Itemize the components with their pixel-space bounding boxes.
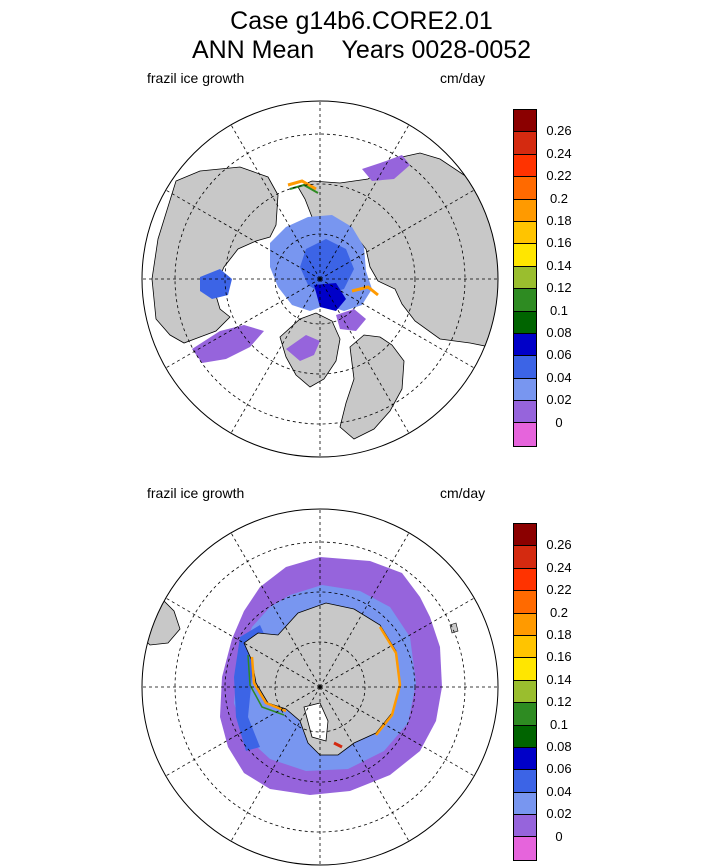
north-colorbar-swatches bbox=[513, 109, 537, 447]
north-variable-label: frazil ice growth bbox=[147, 70, 245, 86]
north-colorbar-tick-label: 0.22 bbox=[546, 168, 572, 184]
north-map-frame bbox=[141, 100, 499, 458]
north-colorbar-tick-label: 0.16 bbox=[546, 235, 572, 251]
south-colorbar-tick-label: 0.1 bbox=[549, 716, 569, 732]
south-colorbar-tick-label: 0.22 bbox=[546, 582, 572, 598]
north-colorbar-tick-label: 0.04 bbox=[546, 369, 572, 385]
north-colorbar-swatch bbox=[514, 110, 536, 133]
south-colorbar-tick-label: 0.12 bbox=[546, 694, 572, 710]
south-colorbar-tick-label: 0.04 bbox=[546, 783, 572, 799]
north-colorbar-swatch bbox=[514, 221, 536, 245]
north-polar-map bbox=[141, 100, 499, 458]
south-colorbar-swatches bbox=[513, 523, 537, 861]
south-colorbar-swatch bbox=[514, 747, 536, 771]
south-colorbar-swatch bbox=[514, 591, 536, 614]
north-ice-margin-baffin bbox=[286, 335, 320, 361]
south-variable-label: frazil ice growth bbox=[147, 485, 245, 501]
south-colorbar-swatch bbox=[514, 703, 536, 726]
north-colorbar-tick-label: 0.1 bbox=[549, 302, 569, 318]
south-ice-edge-orange bbox=[250, 626, 402, 736]
north-colorbar-swatch bbox=[514, 333, 536, 357]
north-colorbar-tick-label: 0.2 bbox=[549, 190, 569, 206]
south-colorbar-swatch bbox=[514, 524, 536, 547]
south-ross-ice-shelf bbox=[303, 702, 329, 742]
north-colorbar-tick-label: 0.18 bbox=[546, 213, 572, 228]
south-colorbar-tick-label: 0.06 bbox=[546, 761, 572, 777]
north-colorbar-tick-label: 0.06 bbox=[546, 347, 572, 363]
south-colorbar-tick-label: 0.2 bbox=[549, 604, 569, 620]
south-units-label: cm/day bbox=[440, 485, 486, 501]
south-colorbar-swatch bbox=[514, 837, 536, 860]
north-ice-edge-high bbox=[287, 179, 379, 297]
south-ice-edge-red bbox=[333, 741, 343, 749]
south-colorbar-swatch bbox=[514, 680, 536, 704]
south-colorbar-tick-label: 0.24 bbox=[546, 559, 572, 575]
north-colorbar-tick-label: 0.12 bbox=[546, 280, 572, 296]
north-colorbar-swatch bbox=[514, 177, 536, 200]
figure-title-case: Case g14b6.CORE2.01 bbox=[230, 7, 493, 35]
south-colorbar-tick-label: 0.02 bbox=[546, 806, 572, 822]
north-colorbar-swatch bbox=[514, 289, 536, 312]
north-colorbar-swatch bbox=[514, 244, 536, 267]
north-ice-margin-barents bbox=[336, 309, 366, 331]
south-colorbar-swatch bbox=[514, 792, 536, 816]
north-colorbar-tick-label: 0.02 bbox=[546, 392, 572, 408]
south-graticule bbox=[142, 509, 498, 865]
north-colorbar-swatch bbox=[514, 266, 536, 290]
south-colorbar-swatch bbox=[514, 546, 536, 569]
north-colorbar-tick-label: 0.08 bbox=[546, 325, 572, 340]
north-colorbar-swatch bbox=[514, 311, 536, 334]
south-colorbar-swatch bbox=[514, 568, 536, 592]
north-colorbar-tick-label: 0.26 bbox=[546, 123, 572, 139]
north-colorbar-swatch bbox=[514, 132, 536, 155]
south-colorbar-tick-label: 0.16 bbox=[546, 649, 572, 665]
north-colorbar-tick-label: 0.14 bbox=[546, 257, 572, 273]
north-ice-margin-siberia bbox=[362, 155, 410, 181]
south-colorbar-tick-label: 0.14 bbox=[546, 671, 572, 687]
north-ice-margin-labrador bbox=[192, 325, 264, 363]
north-colorbar-swatch bbox=[514, 154, 536, 178]
south-land-island bbox=[449, 622, 459, 634]
south-colorbar-swatch bbox=[514, 815, 536, 838]
figure-title-period: ANN Mean Years 0028-0052 bbox=[191, 36, 532, 64]
north-colorbar-swatch bbox=[514, 356, 536, 379]
south-ice-edge-green bbox=[247, 654, 285, 716]
south-colorbar-swatch bbox=[514, 725, 536, 748]
south-colorbar-tick-label: 0.08 bbox=[546, 739, 572, 754]
north-colorbar-swatch bbox=[514, 423, 536, 446]
north-colorbar-swatch bbox=[514, 199, 536, 222]
south-colorbar-tick-label: 0.26 bbox=[546, 537, 572, 553]
north-colorbar-swatch bbox=[514, 401, 536, 424]
north-colorbar-swatch bbox=[514, 378, 536, 402]
north-ice-hudson bbox=[200, 269, 232, 299]
south-colorbar-swatch bbox=[514, 635, 536, 659]
south-colorbar-swatch bbox=[514, 770, 536, 793]
north-units-label: cm/day bbox=[440, 70, 486, 86]
south-colorbar-tick-label: 0.18 bbox=[546, 627, 572, 642]
south-polar-map bbox=[141, 508, 499, 866]
north-colorbar-tick-label: 0.24 bbox=[546, 145, 572, 161]
north-graticule bbox=[142, 101, 498, 457]
south-colorbar-tick-label: 0 bbox=[555, 828, 563, 844]
south-colorbar-swatch bbox=[514, 658, 536, 681]
north-colorbar-tick-label: 0 bbox=[555, 414, 563, 430]
south-colorbar-swatch bbox=[514, 613, 536, 636]
